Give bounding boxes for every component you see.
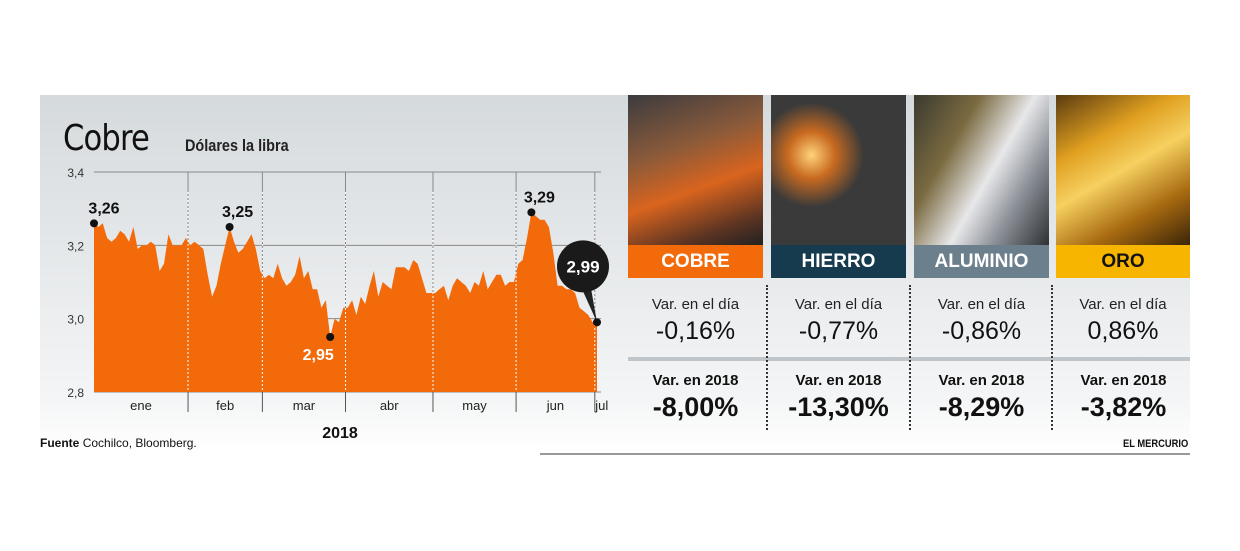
day-var-value: -0,86% [941, 317, 1022, 345]
data-point [90, 219, 98, 228]
y-tick-label: 3,4 [67, 166, 84, 180]
data-point [225, 223, 234, 231]
month-label: jul [594, 398, 608, 413]
source-text: Cochilco, Bloomberg. [82, 436, 197, 450]
year-var-label: Var. en 2018 [938, 372, 1025, 389]
price-area [94, 212, 597, 392]
source-label: Fuente [40, 436, 80, 450]
metal-panel-cobre: COBRE Var. en el día -0,16% [628, 95, 763, 425]
gold-photo [1056, 95, 1190, 245]
aluminum-photo [914, 95, 1049, 245]
bottom-rule [540, 453, 1190, 455]
day-var-label: Var. en el día [937, 296, 1026, 313]
day-var-label: Var. en el día [651, 296, 740, 313]
callout-label: 2,99 [566, 257, 599, 276]
month-label: feb [216, 398, 234, 413]
year-var-value: -8,00% [652, 392, 739, 422]
callout-bubble [557, 240, 609, 293]
source-note: Fuente Cochilco, Bloomberg. [40, 436, 197, 450]
month-label: abr [380, 398, 399, 413]
metal-panel-aluminio: ALUMINIO Var. en el día -0,86% [914, 95, 1049, 425]
data-point [527, 208, 536, 217]
data-point [593, 318, 601, 327]
month-label: jun [546, 398, 564, 413]
year-var-value: -8,29% [938, 392, 1025, 422]
y-tick-label: 3,0 [67, 313, 84, 327]
day-var-label: Var. en el día [794, 296, 883, 313]
divider [909, 285, 911, 430]
data-point [326, 333, 335, 341]
y-tick-label: 3,2 [67, 239, 84, 253]
year-var-value: -3,82% [1080, 392, 1167, 422]
callout-pointer [579, 282, 597, 323]
year-var-label: Var. en 2018 [652, 372, 739, 389]
chart-title: Cobre [63, 118, 150, 159]
divider [766, 285, 768, 430]
month-label: may [462, 398, 487, 413]
value-label: 3,25 [222, 204, 253, 221]
year-var-value: -13,30% [788, 392, 889, 422]
year-var-label: Var. en 2018 [1080, 372, 1167, 389]
day-var-value: -0,77% [798, 317, 879, 345]
metal-panel-hierro: HIERRO Var. en el día -0,77% [771, 95, 906, 425]
y-tick-label: 2,8 [67, 386, 84, 400]
divider [1051, 285, 1053, 430]
copper-photo [628, 95, 763, 245]
day-var-label: Var. en el día [1079, 296, 1167, 313]
value-label: 3,26 [88, 200, 119, 217]
metal-label: ALUMINIO [914, 245, 1049, 278]
value-label: 3,29 [524, 189, 555, 206]
metal-label: ORO [1056, 245, 1190, 278]
iron-photo [771, 95, 906, 245]
value-label: 2,95 [303, 347, 334, 364]
brand: EL MERCURIO [1123, 438, 1189, 450]
chart-unit: Dólares la libra [185, 136, 289, 155]
year-var-label: Var. en 2018 [795, 372, 882, 389]
metal-panel-oro: ORO Var. en el día 0,86% [1056, 95, 1190, 425]
metal-label: COBRE [628, 245, 763, 278]
month-label: ene [130, 398, 152, 413]
copper-price-chart: 2,8 3,0 3,2 3,4 ene feb mar abr may jun jul 2018 3,2… [67, 166, 609, 440]
x-axis-label: 2018 [322, 425, 358, 440]
month-label: mar [293, 398, 316, 413]
metal-label: HIERRO [771, 245, 906, 278]
day-var-value: 0,86% [1087, 317, 1159, 345]
day-var-value: -0,16% [655, 317, 736, 345]
